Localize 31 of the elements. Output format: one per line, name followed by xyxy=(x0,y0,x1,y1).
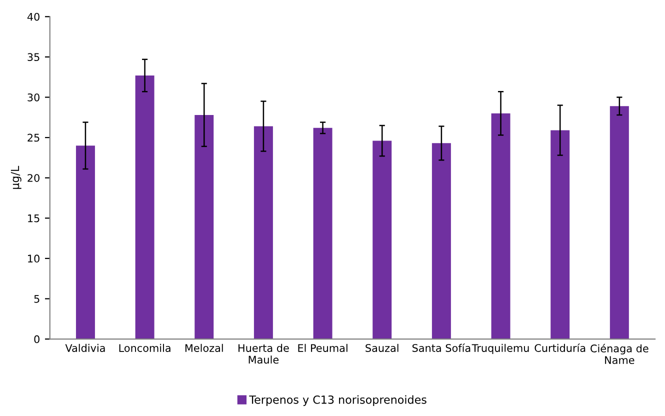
x-tick-label: El Peumal xyxy=(298,344,348,352)
x-tick-label: Valdivia xyxy=(65,344,105,352)
bar xyxy=(372,140,392,340)
bar xyxy=(313,128,332,340)
y-tick-label: 25 xyxy=(28,134,40,142)
bar xyxy=(491,113,510,340)
y-tick-label: 0 xyxy=(34,335,40,344)
y-tick-label: 15 xyxy=(28,214,40,222)
bar xyxy=(135,75,154,340)
x-tick-label: Melozal xyxy=(185,344,223,352)
bar xyxy=(610,106,629,340)
x-tick-label: Huerta de Maule xyxy=(238,344,289,364)
x-tick-label: Sauzal xyxy=(366,344,398,352)
x-tick-label: Santa Sofía xyxy=(412,343,470,352)
x-tick-label: Truquilemu xyxy=(472,344,529,354)
bar xyxy=(550,130,570,340)
bar xyxy=(194,114,214,340)
legend-label: Terpenos y C13 norisoprenoides xyxy=(249,395,426,406)
y-tick-label: 30 xyxy=(28,93,40,102)
y-tick-label: 5 xyxy=(34,295,40,303)
bar xyxy=(432,143,451,340)
y-tick-label: 10 xyxy=(28,254,40,263)
bar xyxy=(76,146,95,340)
y-axis-title: µg/L xyxy=(10,166,22,189)
y-tick-label: 40 xyxy=(27,12,40,21)
x-tick-label: Ciénaga de Name xyxy=(590,344,648,364)
y-tick-label: 20 xyxy=(28,174,40,182)
bar xyxy=(254,126,273,340)
x-tick-label: Curtiduría xyxy=(534,343,586,352)
y-tick-label: 35 xyxy=(28,53,40,62)
x-tick-label: Loncomila xyxy=(119,344,170,352)
